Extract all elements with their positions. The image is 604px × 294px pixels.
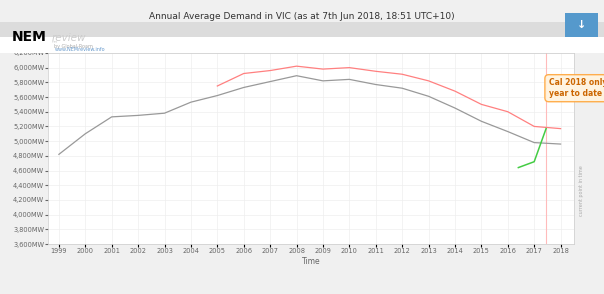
Text: current point in time: current point in time	[579, 166, 583, 216]
Text: by Global-Roam: by Global-Roam	[54, 44, 93, 49]
X-axis label: Time: Time	[302, 257, 320, 266]
Text: NEM: NEM	[12, 30, 47, 44]
Text: review: review	[51, 33, 86, 43]
Text: www.NEMreview.info: www.NEMreview.info	[54, 47, 105, 52]
Text: Cal 2018 only
year to date: Cal 2018 only year to date	[548, 78, 604, 98]
Text: Annual Average Demand in VIC (as at 7th Jun 2018, 18:51 UTC+10): Annual Average Demand in VIC (as at 7th …	[149, 12, 455, 21]
Text: ™: ™	[51, 40, 59, 46]
Text: ↓: ↓	[577, 20, 586, 30]
